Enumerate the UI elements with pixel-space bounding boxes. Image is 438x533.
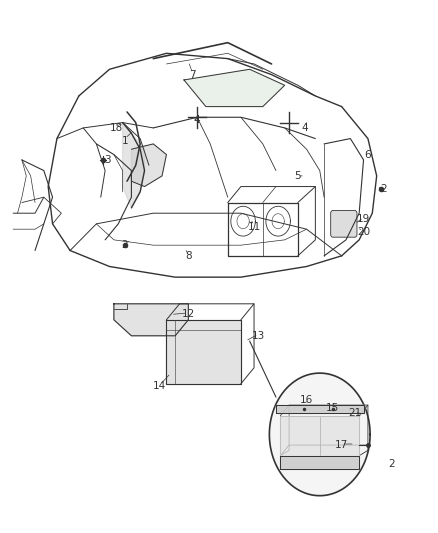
Polygon shape	[276, 405, 364, 413]
Polygon shape	[280, 416, 359, 456]
Text: 6: 6	[364, 150, 371, 159]
Polygon shape	[131, 144, 166, 187]
Text: 17: 17	[335, 440, 348, 450]
Text: 12: 12	[182, 310, 195, 319]
Polygon shape	[166, 320, 241, 384]
Text: 15: 15	[326, 403, 339, 413]
Text: 2: 2	[121, 240, 128, 250]
FancyBboxPatch shape	[331, 211, 357, 237]
Polygon shape	[123, 123, 145, 208]
Text: 8: 8	[185, 251, 192, 261]
Text: 2: 2	[389, 459, 396, 469]
Polygon shape	[184, 69, 285, 107]
Text: 3: 3	[104, 155, 111, 165]
Text: 19: 19	[357, 214, 370, 223]
Text: 2: 2	[380, 184, 387, 194]
Text: 14: 14	[153, 382, 166, 391]
Text: 16: 16	[300, 395, 313, 405]
Polygon shape	[114, 304, 188, 336]
Text: 13: 13	[252, 331, 265, 341]
Text: 18: 18	[110, 123, 123, 133]
Text: 7: 7	[189, 70, 196, 79]
Text: 4: 4	[301, 123, 308, 133]
Text: 4: 4	[194, 115, 201, 125]
Text: 21: 21	[348, 408, 361, 418]
Polygon shape	[269, 373, 370, 496]
Text: 1: 1	[121, 136, 128, 146]
Text: 20: 20	[357, 227, 370, 237]
Text: 5: 5	[294, 171, 301, 181]
Polygon shape	[280, 456, 359, 469]
Text: 11: 11	[247, 222, 261, 231]
